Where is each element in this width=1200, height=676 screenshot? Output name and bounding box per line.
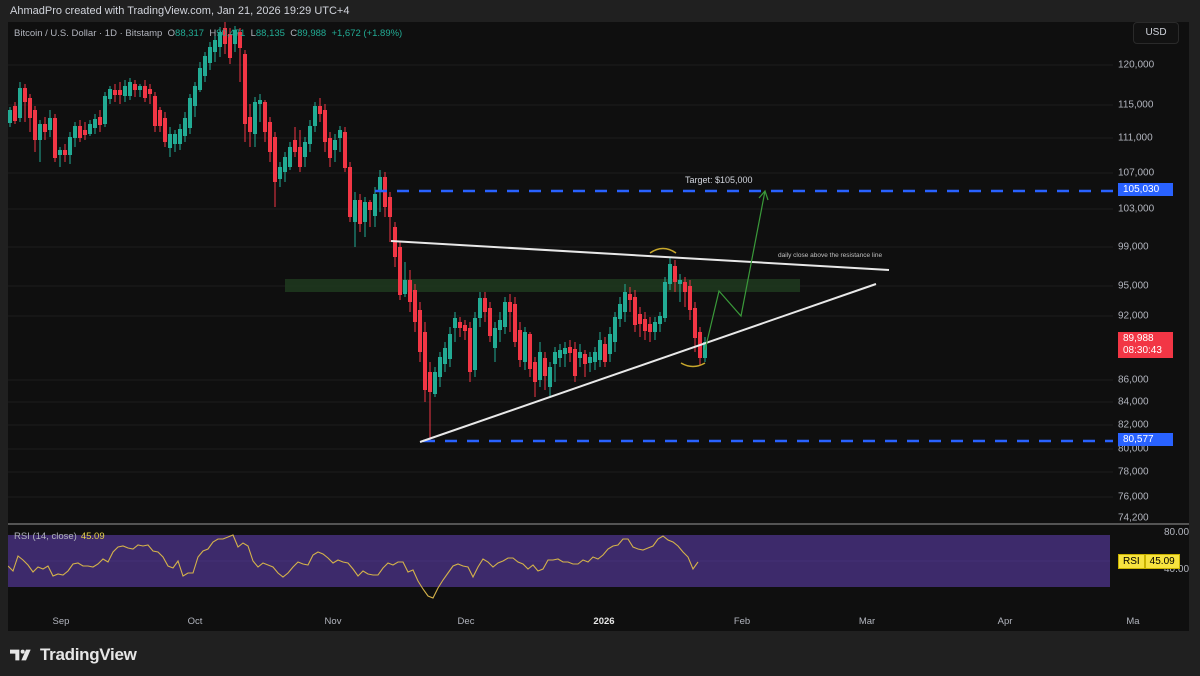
resistance-note: daily close above the resistance line xyxy=(778,252,883,259)
right-scroll-strip xyxy=(1189,22,1197,631)
bar-countdown: 08:30:43 xyxy=(1123,345,1162,356)
chart-canvas[interactable] xyxy=(8,22,1189,631)
price-axis-label: 84,000 xyxy=(1118,396,1149,408)
time-axis-label: Mar xyxy=(858,616,876,627)
change-value: +1,672 (+1.89%) xyxy=(331,28,403,39)
ohlc-legend: Bitcoin / U.S. Dollar · 1D · Bitstamp O8… xyxy=(14,28,403,39)
projection-path xyxy=(704,190,766,351)
chart-frame[interactable]: Bitcoin / U.S. Dollar · 1D · Bitstamp O8… xyxy=(8,22,1197,631)
time-axis-label: Apr xyxy=(997,616,1013,627)
current-price: 89,988 xyxy=(1123,333,1154,344)
candles xyxy=(8,22,707,442)
price-axis-label: 76,000 xyxy=(1118,491,1149,503)
rsi-tag-value: 45.09 xyxy=(1144,554,1180,569)
support-trendline xyxy=(419,283,877,443)
current-price-tag: 89,988 08:30:43 xyxy=(1118,332,1173,358)
symbol-name[interactable]: Bitcoin / U.S. Dollar · 1D · Bitstamp xyxy=(14,28,163,39)
time-axis-label: Feb xyxy=(733,616,751,627)
price-axis-label: 92,000 xyxy=(1118,310,1149,322)
high-value: 90,471 xyxy=(216,28,246,39)
price-pane[interactable]: Bitcoin / U.S. Dollar · 1D · Bitstamp O8… xyxy=(8,22,1189,631)
rsi-value: 45.09 xyxy=(80,531,105,542)
gridlines xyxy=(8,64,1113,498)
tradingview-logo-icon xyxy=(10,649,31,661)
price-axis-label: 74,200 xyxy=(1118,512,1149,524)
price-axis-label: 115,000 xyxy=(1118,99,1154,111)
price-axis-label: 120,000 xyxy=(1118,59,1155,71)
rsi-label[interactable]: RSI (14, close) xyxy=(14,531,77,542)
target-annotation: Target: $105,000 xyxy=(685,175,753,185)
price-axis-label: 95,000 xyxy=(1118,280,1149,292)
target-price-tag: 105,030 xyxy=(1118,183,1173,196)
price-axis-label: 78,000 xyxy=(1118,466,1149,478)
time-axis-label: Sep xyxy=(52,616,70,627)
time-axis-label: Nov xyxy=(324,616,342,627)
rsi-upper-label: 80.00 xyxy=(1164,527,1190,538)
price-axis-label: 107,000 xyxy=(1118,167,1155,179)
support-price-tag: 80,577 xyxy=(1118,433,1173,446)
rsi-tag-label: RSI xyxy=(1118,554,1145,569)
tradingview-brand[interactable]: TradingView xyxy=(10,645,137,665)
time-axis-label: Dec xyxy=(457,616,475,627)
chart-caption: AhmadPro created with TradingView.com, J… xyxy=(10,5,350,17)
projection-arrowhead xyxy=(758,189,769,201)
time-axis-label: Ma xyxy=(1126,616,1140,627)
open-value: 88,317 xyxy=(175,28,205,39)
brand-name: TradingView xyxy=(40,645,137,664)
price-axis-label: 103,000 xyxy=(1118,203,1155,215)
close-value: 89,988 xyxy=(297,28,327,39)
low-value: 88,135 xyxy=(255,28,285,39)
price-axis-label: 86,000 xyxy=(1118,374,1149,386)
rsi-line xyxy=(8,534,699,599)
top-arc xyxy=(649,247,677,254)
currency-button[interactable]: USD xyxy=(1133,22,1179,44)
time-axis-label: Oct xyxy=(187,616,203,627)
bottom-arc xyxy=(680,362,706,368)
rsi-lower-label: 40.00 xyxy=(1164,564,1190,575)
rsi-value-tags: RSI 45.09 xyxy=(1118,554,1180,569)
resistance-zone xyxy=(285,279,800,292)
price-axis-label: 111,000 xyxy=(1118,132,1153,144)
time-axis-label: 2026 xyxy=(593,616,615,627)
price-axis-label: 80,000 xyxy=(1118,443,1149,455)
rsi-legend: RSI (14, close) 45.09 xyxy=(14,531,105,542)
resistance-trendline xyxy=(390,240,890,271)
price-axis-label: 82,000 xyxy=(1118,419,1149,431)
price-axis-label: 99,000 xyxy=(1118,241,1149,253)
